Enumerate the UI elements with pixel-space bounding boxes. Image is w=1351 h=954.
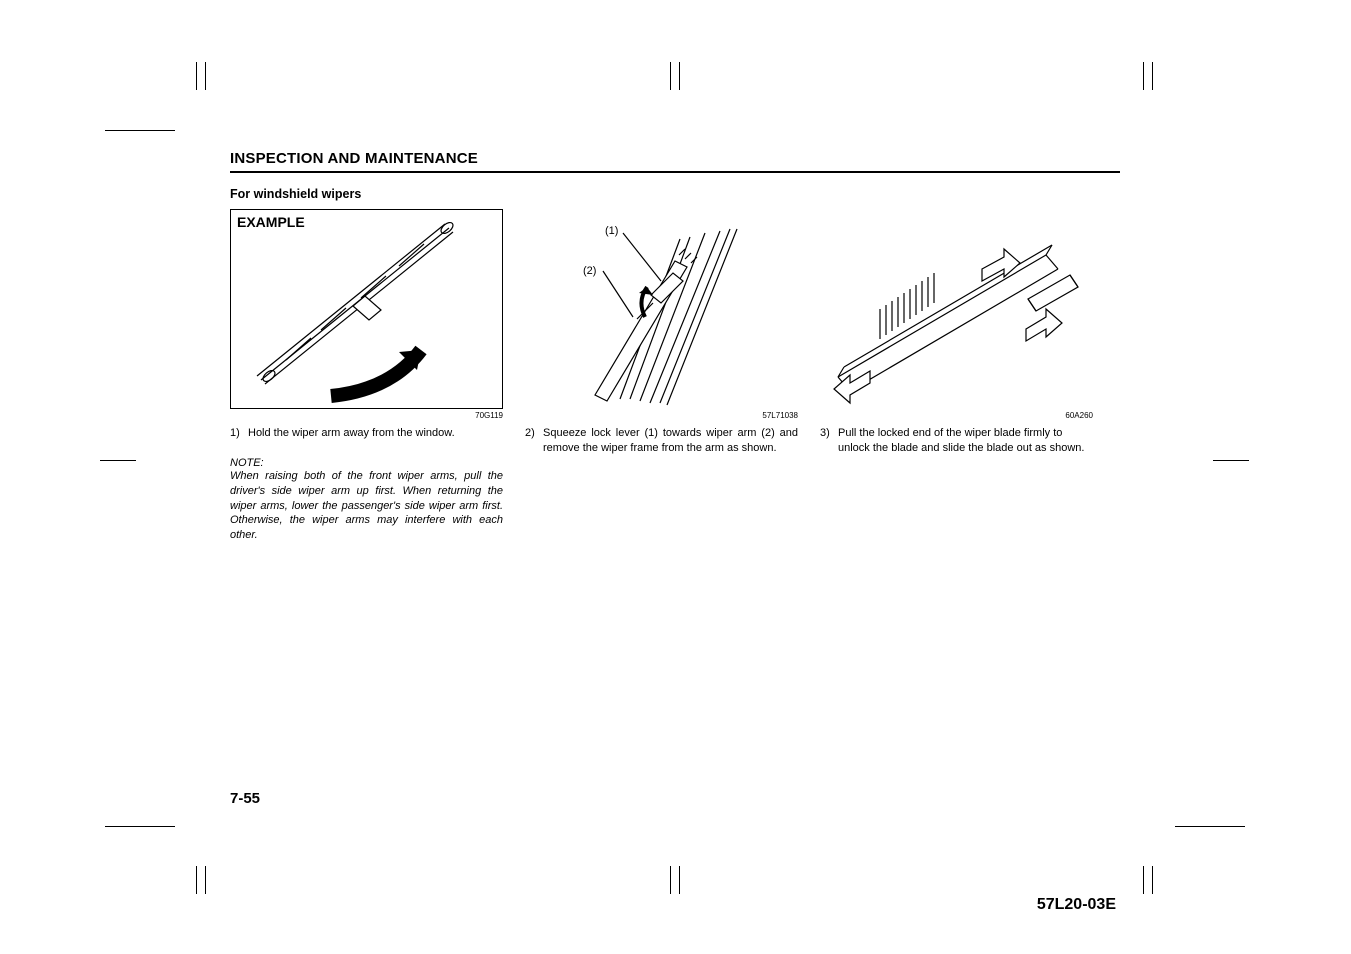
page-content: INSPECTION AND MAINTENANCE For windshiel… — [230, 150, 1120, 543]
lock-lever-illustration — [525, 209, 798, 409]
crop-mark — [205, 866, 206, 894]
figure-3-code: 60A260 — [820, 411, 1093, 420]
column-3: 60A260 3) Pull the locked end of the wip… — [820, 209, 1093, 456]
document-code: 57L20-03E — [1037, 896, 1116, 914]
header-rule — [230, 171, 1120, 173]
callout-2: (2) — [583, 265, 596, 277]
callout-1: (1) — [605, 225, 618, 237]
step-2-num: 2) — [525, 426, 543, 456]
subsection-title: For windshield wipers — [230, 187, 1120, 201]
step-3: 3) Pull the locked end of the wiper blad… — [820, 426, 1093, 456]
page-number: 7-55 — [230, 790, 260, 807]
crop-mark — [670, 62, 671, 90]
note-body: When raising both of the front wiper arm… — [230, 469, 503, 543]
figure-2-code: 57L71038 — [525, 411, 798, 420]
figure-1: EXAMPLE — [230, 209, 503, 409]
crop-mark — [105, 826, 175, 827]
step-2: 2) Squeeze lock lever (1) towards wiper … — [525, 426, 798, 456]
blade-slide-illustration — [820, 209, 1093, 409]
figure-1-code: 70G119 — [230, 411, 503, 420]
crop-mark — [1143, 866, 1144, 894]
crop-mark — [1213, 460, 1249, 461]
crop-mark — [679, 62, 680, 90]
crop-mark — [1152, 62, 1153, 90]
crop-mark — [100, 460, 136, 461]
step-3-num: 3) — [820, 426, 838, 456]
crop-mark — [205, 62, 206, 90]
column-2: (1) (2) — [525, 209, 798, 456]
crop-mark — [670, 866, 671, 894]
crop-mark — [1152, 866, 1153, 894]
note-title: NOTE: — [230, 457, 503, 469]
columns: EXAMPLE — [230, 209, 1120, 543]
crop-mark — [196, 62, 197, 90]
step-3-text: Pull the locked end of the wiper blade f… — [838, 426, 1093, 456]
crop-mark — [105, 130, 175, 131]
figure-2: (1) (2) — [525, 209, 798, 409]
example-label: EXAMPLE — [237, 214, 305, 230]
step-2-text: Squeeze lock lever (1) towards wiper arm… — [543, 426, 798, 456]
crop-mark — [679, 866, 680, 894]
crop-mark — [196, 866, 197, 894]
column-1: EXAMPLE — [230, 209, 503, 543]
crop-mark — [1143, 62, 1144, 90]
figure-3 — [820, 209, 1093, 409]
crop-mark — [1175, 826, 1245, 827]
step-1-text: Hold the wiper arm away from the window. — [248, 426, 503, 441]
wiper-arm-illustration — [231, 210, 501, 406]
section-title: INSPECTION AND MAINTENANCE — [230, 150, 1120, 167]
step-1: 1) Hold the wiper arm away from the wind… — [230, 426, 503, 441]
step-1-num: 1) — [230, 426, 248, 441]
